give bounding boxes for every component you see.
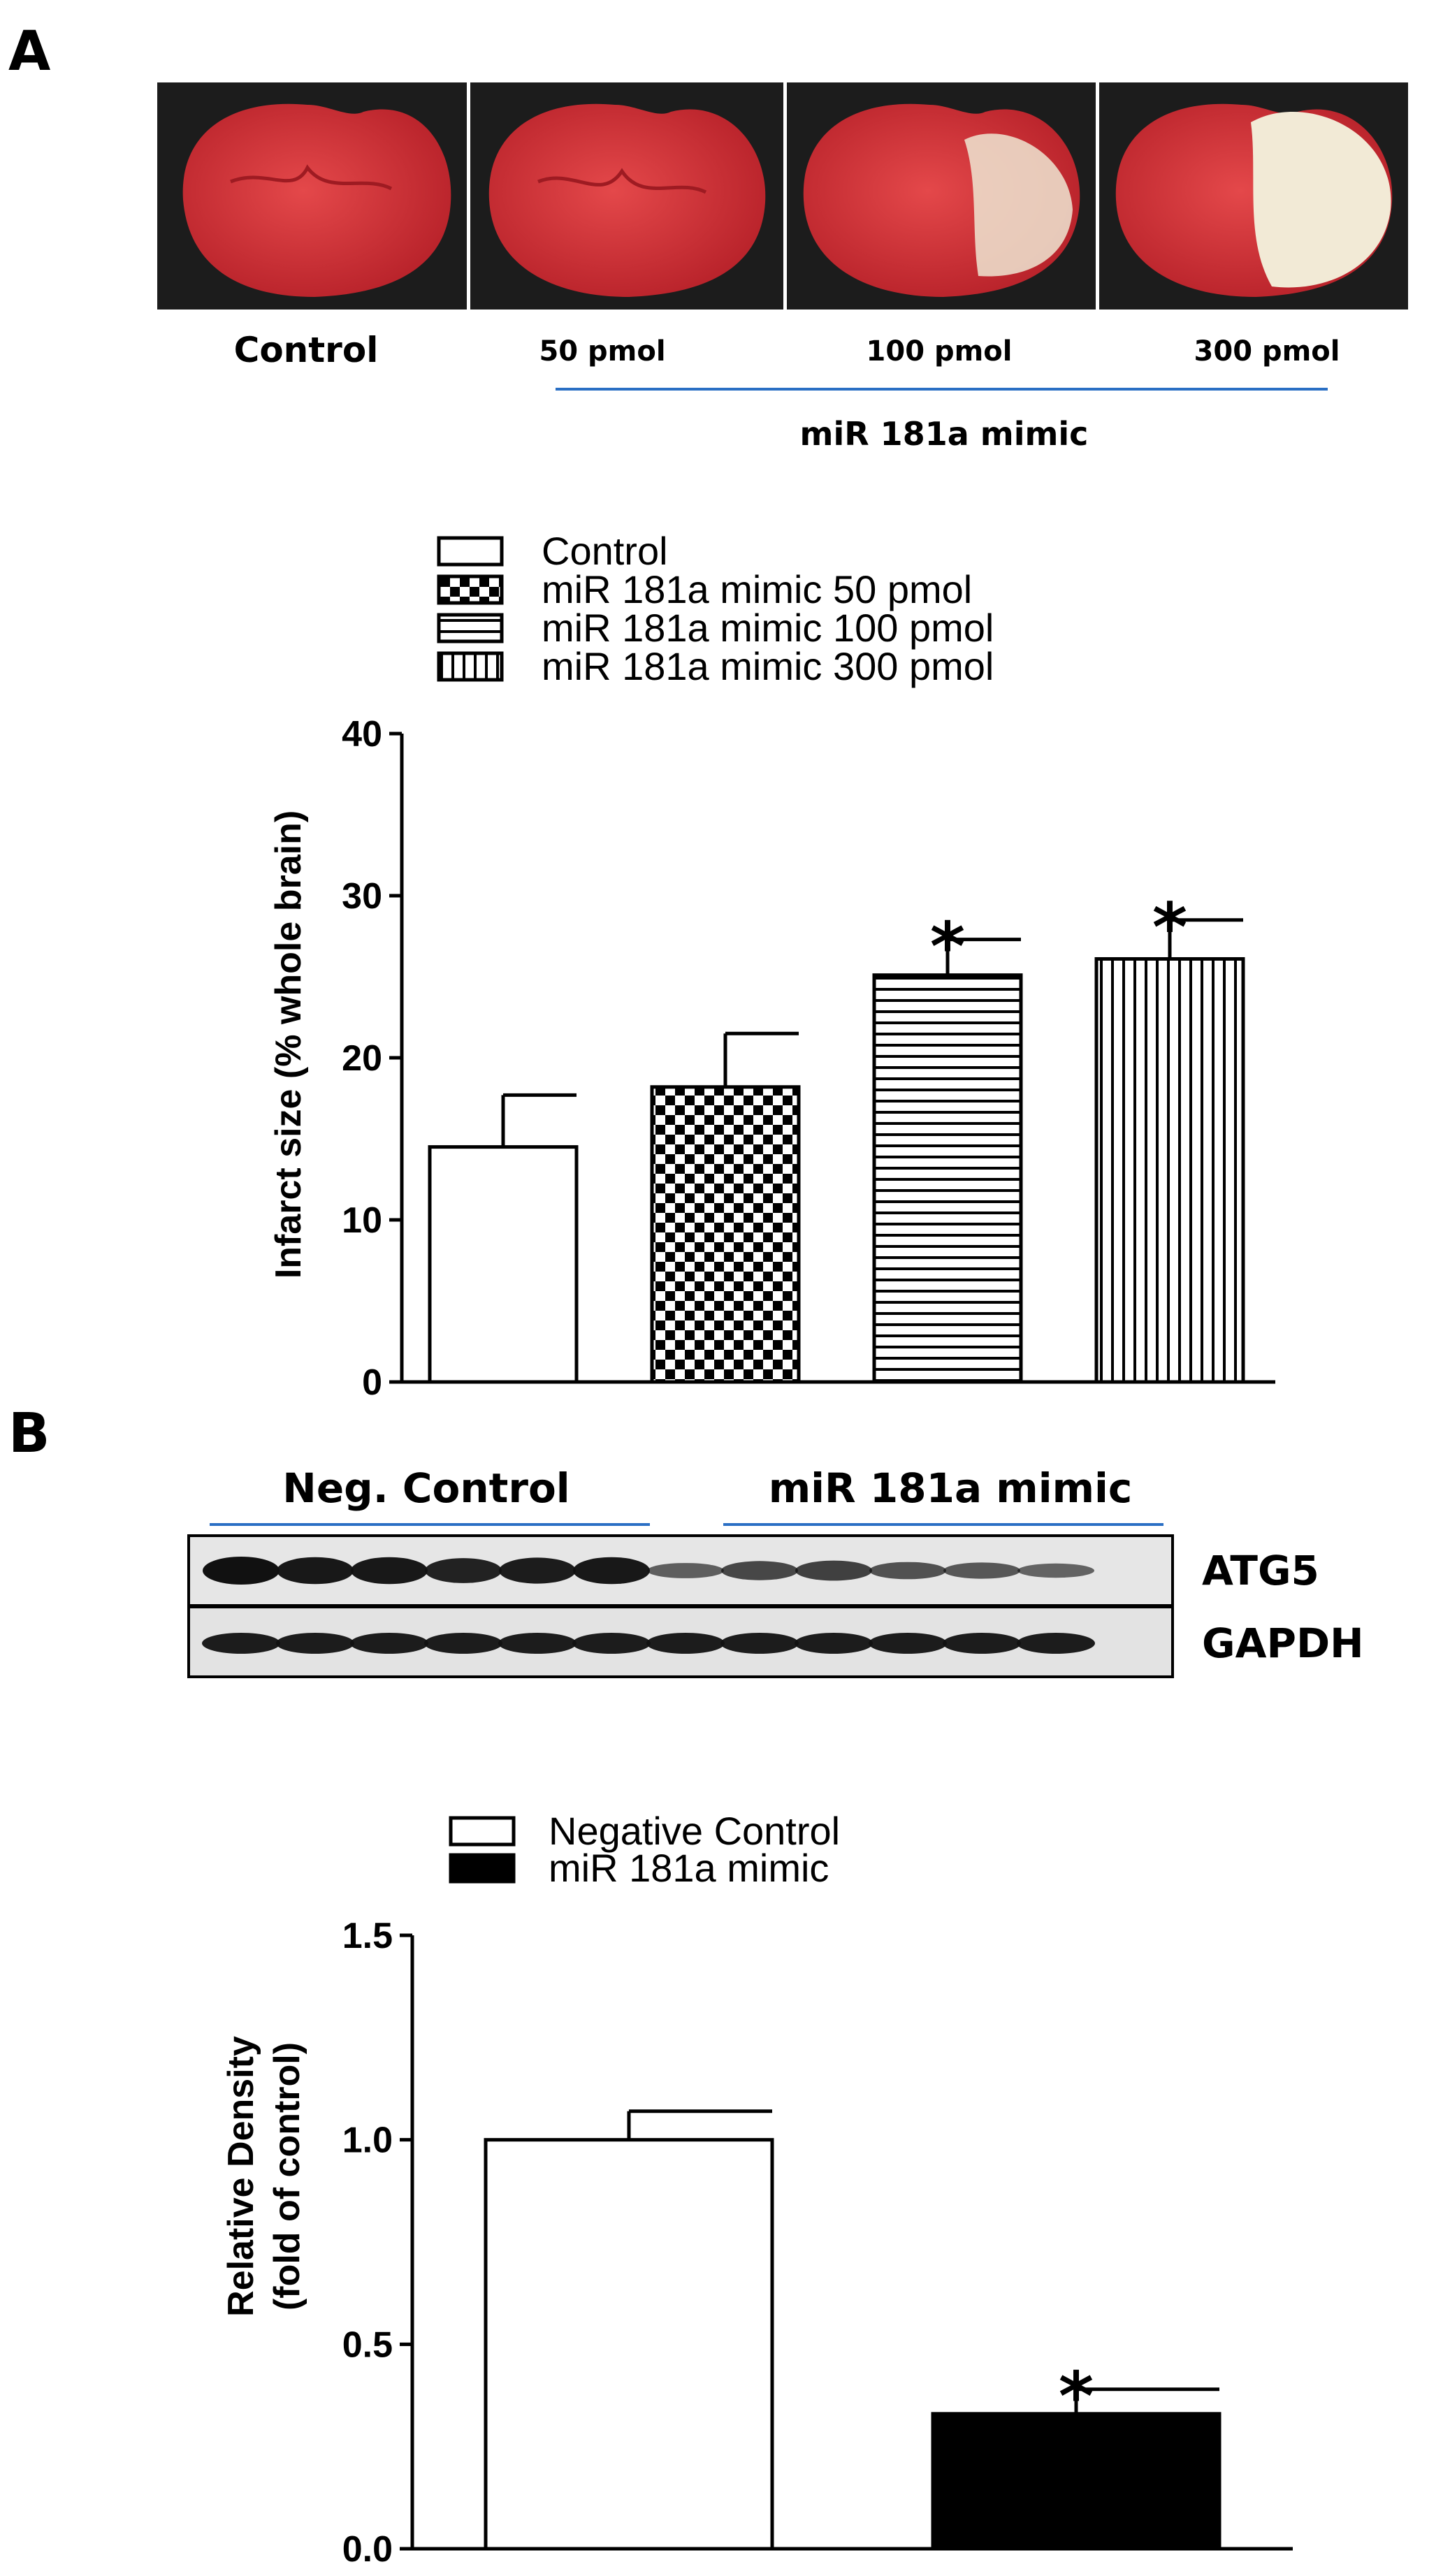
atg5-band — [647, 1563, 724, 1578]
chart1-plot: 0 10 20 30 40 * * — [342, 714, 1275, 1403]
legend-chart1: Control miR 181a mimic 50 pmol miR 181a … — [437, 529, 994, 688]
gapdh-band — [498, 1633, 577, 1654]
gapdh-band — [646, 1633, 725, 1654]
panel-a-letter: A — [8, 20, 50, 83]
brain-slice-100pmol — [787, 82, 1096, 310]
atg5-band — [795, 1560, 872, 1581]
atg5-band — [425, 1558, 502, 1583]
y-tick-label: 0.0 — [342, 2529, 393, 2570]
gapdh-band — [1017, 1633, 1095, 1654]
atg5-band — [1017, 1563, 1094, 1578]
blot-row-label-gapdh: GAPDH — [1202, 1620, 1364, 1667]
gapdh-band — [869, 1633, 947, 1654]
image-label-control: Control — [234, 330, 379, 370]
chart2-ylabel2: (fold of control) — [267, 2042, 307, 2311]
blot-group-label-mimic: miR 181a mimic — [769, 1464, 1133, 1512]
significance-star: * — [1152, 889, 1187, 967]
significance-star: * — [1059, 2358, 1094, 2436]
bar-1 — [931, 2412, 1221, 2551]
y-tick-label: 10 — [342, 1200, 382, 1241]
legend2-label-1: miR 181a mimic — [549, 1846, 829, 1890]
bar-1 — [650, 1085, 801, 1384]
image-label-300pmol: 300 pmol — [1194, 335, 1340, 368]
panel-b-letter: B — [8, 1402, 50, 1465]
chart1-ylabel: Infarct size (% whole brain) — [268, 810, 309, 1279]
gapdh-band — [720, 1633, 799, 1654]
y-tick-label: 20 — [342, 1038, 382, 1079]
gapdh-band — [572, 1633, 651, 1654]
legend1-label-2: miR 181a mimic 100 pmol — [542, 606, 994, 650]
chart2-ylabel: Relative Density — [221, 2036, 261, 2317]
gapdh-band — [795, 1633, 873, 1654]
legend1-swatch-0 — [437, 536, 504, 567]
gapdh-band — [202, 1633, 280, 1654]
bar-3 — [1094, 956, 1245, 1384]
bar-2 — [872, 973, 1023, 1384]
legend1-swatch-3 — [437, 651, 504, 682]
group-label-a: miR 181a mimic — [800, 415, 1089, 453]
y-tick-label: 1.5 — [342, 1916, 393, 1956]
atg5-band — [351, 1557, 428, 1585]
legend2-label-0: Negative Control — [549, 1809, 840, 1853]
atg5-bands — [203, 1557, 1094, 1585]
western-blot — [187, 1534, 1174, 1678]
image-label-100pmol: 100 pmol — [867, 335, 1013, 368]
y-tick-label: 0.5 — [342, 2324, 393, 2365]
bar-0 — [484, 2138, 774, 2551]
gapdh-bands — [202, 1633, 1095, 1654]
image-label-50pmol: 50 pmol — [539, 335, 665, 368]
atg5-band — [869, 1562, 946, 1580]
y-tick-label: 40 — [342, 714, 382, 755]
atg5-band — [499, 1557, 576, 1584]
brain-slice-300pmol — [1099, 82, 1408, 310]
bar-0 — [428, 1145, 579, 1384]
legend2-swatch-0 — [449, 1816, 516, 1847]
atg5-band — [943, 1562, 1020, 1579]
atg5-band — [573, 1557, 650, 1585]
gapdh-band — [350, 1633, 428, 1654]
legend-chart2: Negative Control miR 181a mimic — [449, 1809, 840, 1890]
legend1-label-3: miR 181a mimic 300 pmol — [542, 644, 994, 688]
blot-group-label-neg: Neg. Control — [282, 1464, 570, 1512]
gapdh-band — [276, 1633, 354, 1654]
brain-slice-control — [157, 82, 467, 310]
legend2-swatch-1 — [449, 1853, 516, 1884]
brain-slice-50pmol — [470, 82, 783, 310]
gapdh-band — [943, 1633, 1021, 1654]
chart2-plot: 0.0 0.5 1.0 1.5 * — [342, 1916, 1293, 2570]
legend1-label-1: miR 181a mimic 50 pmol — [542, 567, 972, 611]
atg5-band — [203, 1557, 280, 1585]
legend1-swatch-1 — [437, 574, 504, 605]
y-tick-label: 1.0 — [342, 2120, 393, 2161]
legend1-label-0: Control — [542, 529, 668, 573]
y-tick-label: 30 — [342, 876, 382, 917]
atg5-band — [277, 1557, 354, 1585]
legend1-swatch-2 — [437, 613, 504, 643]
blot-row-label-atg5: ATG5 — [1202, 1547, 1319, 1594]
significance-star: * — [930, 908, 965, 987]
atg5-band — [721, 1561, 798, 1580]
y-tick-label: 0 — [362, 1362, 382, 1403]
gapdh-band — [424, 1633, 502, 1654]
